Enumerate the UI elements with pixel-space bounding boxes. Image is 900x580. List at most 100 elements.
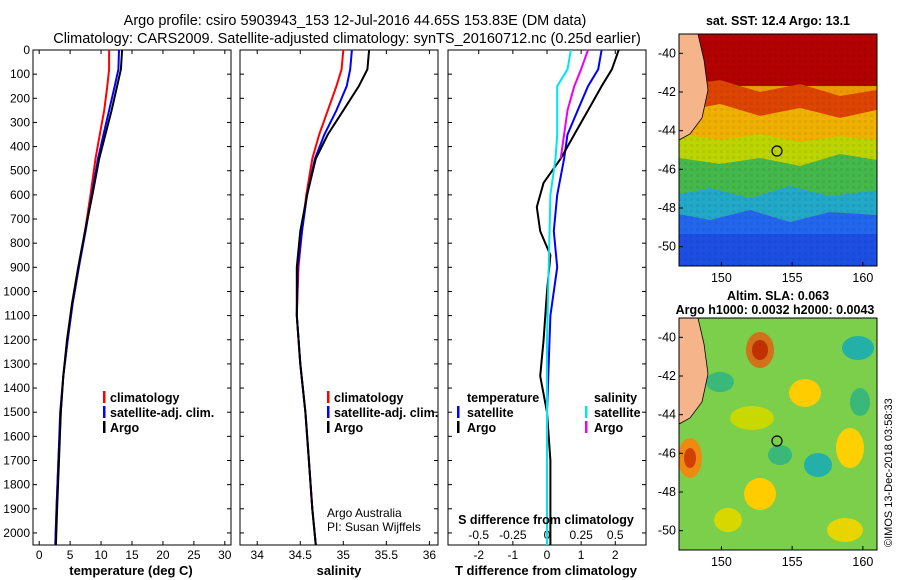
legend-climatology-swatch [103, 391, 106, 403]
depth-tick-label: 1700 [3, 453, 30, 467]
x-tick-label: 10 [94, 548, 108, 562]
sst-map-image [679, 34, 877, 266]
salinity-plot-frame [239, 49, 439, 546]
credit-argo-australia: Argo Australia [327, 506, 402, 520]
legend-satellite-label: satellite-adj. clim. [110, 406, 214, 420]
map-x-tick-label: 150 [711, 555, 732, 569]
sla-map-axes: 150 155 160 -40 -42 -44 -46 -48 -50 [658, 330, 873, 569]
depth-tick-label: 100 [10, 67, 30, 81]
legend-t-argo-label: Argo [467, 421, 497, 435]
map-x-tick-label: 155 [782, 271, 803, 285]
axes-layer: 0100200300400500600700800900100011001200… [3, 43, 646, 562]
x-tick-label: 0 [36, 548, 43, 562]
sla-map-subtitle: Argo h1000: 0.0032 h2000: 0.0043 [676, 303, 875, 317]
x-tick-label: 5 [67, 548, 74, 562]
x-tick-label: 34 [251, 548, 265, 562]
x-tick-label: 35 [337, 548, 351, 562]
x-tick-label: 0 [544, 548, 551, 562]
legend-climatology-swatch [327, 391, 330, 403]
map-y-tick-label: -42 [658, 369, 676, 383]
s-diff-tick-label: 0.5 [607, 528, 624, 542]
map-x-tick-label: 160 [852, 555, 873, 569]
map-x-tick-label: 160 [852, 271, 873, 285]
depth-tick-label: 1000 [3, 284, 30, 298]
map-x-tick-label: 155 [782, 555, 803, 569]
map-y-tick-label: -46 [658, 162, 676, 176]
map-y-tick-label: -44 [658, 408, 676, 422]
sst-map-axes: 150 155 160 -40 -42 -44 -46 -48 -50 [658, 46, 873, 285]
s-diff-tick-label: -0.5 [468, 528, 489, 542]
x-tick-label: 34.5 [289, 548, 313, 562]
depth-tick-label: 1100 [4, 309, 30, 323]
s-diff-tick-label: 0.25 [569, 528, 593, 542]
x-tick-label: -1 [508, 548, 519, 562]
map-y-tick-label: -50 [658, 524, 676, 538]
depth-tick-label: 2000 [3, 526, 30, 540]
sst-float-marker [771, 145, 783, 157]
map-y-tick-label: -48 [658, 485, 676, 499]
legend-s-satellite-label: satellite [594, 406, 641, 420]
difference-temperature-satellite-line [546, 49, 603, 545]
difference-temperature-argo-line [535, 49, 620, 545]
legend-s-satellite-swatch [585, 406, 588, 418]
depth-tick-label: 500 [10, 164, 30, 178]
temperature-argo-line [54, 49, 124, 546]
depth-tick-label: 200 [10, 91, 30, 105]
x-tick-label: 30 [218, 548, 232, 562]
depth-tick-label: 1800 [3, 478, 30, 492]
x-tick-label: -2 [473, 548, 484, 562]
depth-tick-label: 1400 [3, 381, 30, 395]
sst-map-frame [678, 33, 878, 267]
depth-tick-label: 400 [10, 140, 30, 154]
depth-tick-label: 1300 [3, 357, 30, 371]
temperature-x-axis-label: temperature (deg C) [69, 563, 193, 578]
salinity-legend: climatology satellite-adj. clim. Argo [327, 391, 438, 435]
map-x-tick-label: 150 [711, 271, 732, 285]
legend-s-argo-swatch [585, 421, 588, 433]
legend-t-satellite-swatch [457, 406, 460, 418]
depth-tick-label: 300 [10, 115, 30, 129]
credit-pi: PI: Susan Wijffels [327, 520, 421, 534]
map-y-tick-label: -40 [658, 330, 676, 344]
x-tick-label: 1 [578, 548, 585, 562]
map-y-tick-label: -40 [658, 46, 676, 60]
depth-tick-label: 800 [10, 236, 30, 250]
s-diff-tick-label: -0.25 [499, 528, 527, 542]
sla-map-frame [678, 317, 878, 551]
depth-tick-label: 1600 [3, 429, 30, 443]
difference-legend: temperature satellite Argo salinity sate… [457, 391, 641, 435]
depth-tick-label: 900 [10, 260, 30, 274]
legend-argo-label: Argo [110, 421, 140, 435]
depth-tick-label: 1500 [3, 405, 30, 419]
depth-tick-label: 700 [10, 212, 30, 226]
legend-argo-swatch [327, 421, 330, 433]
salinity-satellite-adj-clim--line [295, 49, 353, 546]
sla-map-image [679, 318, 877, 550]
salinity-x-axis-label: salinity [317, 563, 363, 578]
difference-x-axis-label: T difference from climatology [455, 563, 638, 578]
difference-salinity-argo-line [559, 49, 589, 159]
map-y-tick-label: -42 [658, 85, 676, 99]
sla-map-title: Altim. SLA: 0.063 [727, 289, 829, 303]
legend-t-argo-swatch [457, 421, 460, 433]
sla-float-marker [771, 435, 783, 447]
legend-satellite-swatch [327, 406, 330, 418]
temperature-legend: climatology satellite-adj. clim. Argo [103, 391, 214, 435]
legend-salinity-heading: salinity [594, 391, 637, 405]
x-tick-label: 35.5 [375, 548, 399, 562]
figure-title-line2: Climatology: CARS2009. Satellite-adjuste… [53, 31, 641, 47]
timestamp-stamp: ©IMOS 13-Dec-2018 03:58:33 [883, 398, 895, 547]
legend-temperature-heading: temperature [467, 391, 539, 405]
depth-tick-label: 600 [10, 188, 30, 202]
difference-salinity-satellite-line [546, 49, 572, 545]
depth-tick-label: 1900 [3, 502, 30, 516]
legend-satellite-label: satellite-adj. clim. [334, 406, 438, 420]
x-tick-label: 20 [156, 548, 170, 562]
depth-tick-label: 0 [23, 43, 30, 57]
sst-map-title: sat. SST: 12.4 Argo: 13.1 [706, 14, 850, 28]
map-y-tick-label: -50 [658, 240, 676, 254]
x-tick-label: 15 [125, 548, 139, 562]
depth-tick-label: 1200 [3, 333, 30, 347]
map-y-tick-label: -46 [658, 446, 676, 460]
